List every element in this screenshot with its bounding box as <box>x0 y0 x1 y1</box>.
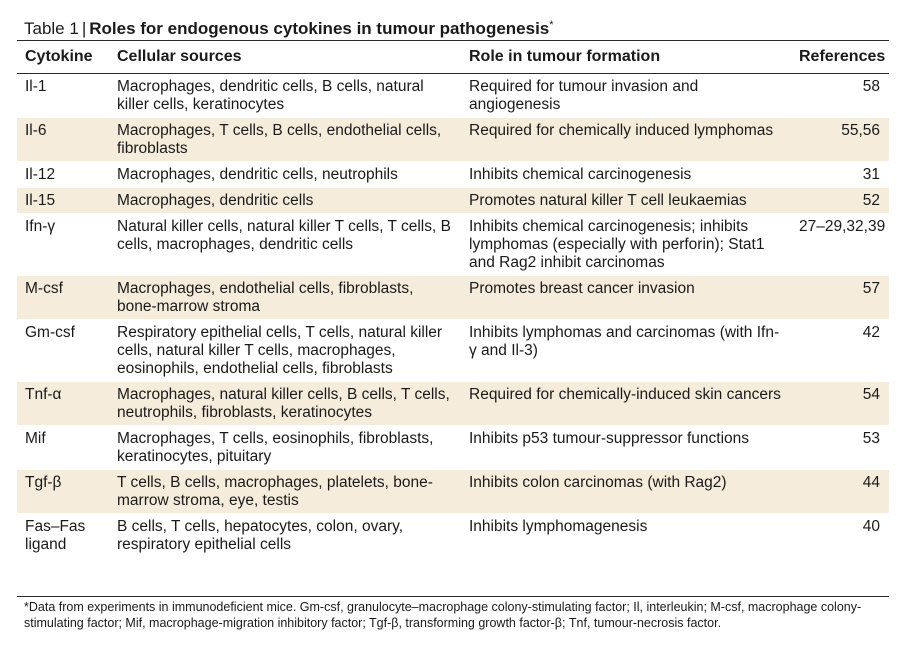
cell-role: Required for chemically induced lymphoma… <box>461 117 791 162</box>
cell-references: 54 <box>791 381 889 426</box>
cell-role: Required for chemically-induced skin can… <box>461 381 791 426</box>
cell-references: 55,56 <box>791 117 889 162</box>
cytokine-table: Cytokine Cellular sources Role in tumour… <box>17 41 889 557</box>
table-header-row: Cytokine Cellular sources Role in tumour… <box>17 41 889 74</box>
cell-role: Inhibits colon carcinomas (with Rag2) <box>461 469 791 514</box>
cell-cellular-sources: B cells, T cells, hepatocytes, colon, ov… <box>109 513 461 557</box>
table-caption: Table 1 | Roles for endogenous cytokines i… <box>24 14 554 40</box>
cell-role: Required for tumour invasion and angioge… <box>461 73 791 118</box>
cell-role: Promotes breast cancer invasion <box>461 275 791 320</box>
cell-cellular-sources: Respiratory epithelial cells, T cells, n… <box>109 319 461 382</box>
top-rule <box>17 40 889 41</box>
table-row: Tnf-α Macrophages, natural killer cells, … <box>17 381 889 426</box>
table-row: Ifn-γ Natural killer cells, natural kille… <box>17 213 889 276</box>
table-row: Il-1 Macrophages, dendritic cells, B cell… <box>17 73 889 118</box>
cell-references: 52 <box>791 187 889 214</box>
bottom-rule <box>17 596 889 597</box>
cell-cytokine: Il-6 <box>17 117 109 162</box>
cell-role: Promotes natural killer T cell leukaemia… <box>461 187 791 214</box>
cell-cytokine: Tnf-α <box>17 381 109 426</box>
table-row: Tgf-β T cells, B cells, macrophages, plat… <box>17 469 889 514</box>
caption-separator: | <box>81 19 87 38</box>
cell-role: Inhibits lymphomagenesis <box>461 513 791 557</box>
cell-cytokine: Ifn-γ <box>17 213 109 276</box>
cell-references: 42 <box>791 319 889 382</box>
table-row: Il-15 Macrophages, dendritic cells Promote… <box>17 187 889 214</box>
cell-references: 40 <box>791 513 889 557</box>
table-row: Il-12 Macrophages, dendritic cells, neutr… <box>17 161 889 188</box>
cell-cellular-sources: Macrophages, dendritic cells <box>109 187 461 214</box>
cell-cytokine: Il-1 <box>17 73 109 118</box>
table-body: Il-1 Macrophages, dendritic cells, B cell… <box>17 73 889 557</box>
column-header-sources: Cellular sources <box>109 41 461 74</box>
cell-role: Inhibits p53 tumour-suppressor functions <box>461 425 791 470</box>
table-row: Mif Macrophages, T cells, eosinophils, fi… <box>17 425 889 470</box>
cell-references: 53 <box>791 425 889 470</box>
cell-cytokine: M-csf <box>17 275 109 320</box>
table-footnote: *Data from experiments in immunodeficien… <box>24 600 862 630</box>
cell-cellular-sources: Natural killer cells, natural killer T c… <box>109 213 461 276</box>
cell-references: 27–29,32,39 <box>791 213 889 276</box>
table-row: Gm-csf Respiratory epithelial cells, T ce… <box>17 319 889 382</box>
table-label: Table 1 <box>24 19 79 38</box>
cell-cellular-sources: Macrophages, endothelial cells, fibrobla… <box>109 275 461 320</box>
cell-references: 58 <box>791 73 889 118</box>
cell-role: Inhibits chemical carcinogenesis <box>461 161 791 188</box>
cell-role: Inhibits chemical carcinogenesis; inhibi… <box>461 213 791 276</box>
cell-cellular-sources: Macrophages, dendritic cells, B cells, n… <box>109 73 461 118</box>
table-row: Fas–Fas ligand B cells, T cells, hepatocy… <box>17 513 889 557</box>
table-title: Roles for endogenous cytokines in tumour… <box>89 19 550 38</box>
cell-references: 31 <box>791 161 889 188</box>
cell-cellular-sources: T cells, B cells, macrophages, platelets… <box>109 469 461 514</box>
cell-cellular-sources: Macrophages, T cells, eosinophils, fibro… <box>109 425 461 470</box>
column-header-role: Role in tumour formation <box>461 41 791 74</box>
table-row: M-csf Macrophages, endothelial cells, fib… <box>17 275 889 320</box>
cell-cytokine: Il-15 <box>17 187 109 214</box>
cell-cytokine: Mif <box>17 425 109 470</box>
cell-cytokine: Gm-csf <box>17 319 109 382</box>
cell-cytokine: Il-12 <box>17 161 109 188</box>
cell-cytokine: Tgf-β <box>17 469 109 514</box>
cell-cellular-sources: Macrophages, natural killer cells, B cel… <box>109 381 461 426</box>
caption-footnote-marker: * <box>549 19 554 31</box>
cell-references: 44 <box>791 469 889 514</box>
cell-cellular-sources: Macrophages, T cells, B cells, endotheli… <box>109 117 461 162</box>
cell-cytokine: Fas–Fas ligand <box>17 513 109 557</box>
column-header-cytokine: Cytokine <box>17 41 109 74</box>
cell-references: 57 <box>791 275 889 320</box>
table-row: Il-6 Macrophages, T cells, B cells, endot… <box>17 117 889 162</box>
cell-cellular-sources: Macrophages, dendritic cells, neutrophil… <box>109 161 461 188</box>
cell-role: Inhibits lymphomas and carcinomas (with … <box>461 319 791 382</box>
column-header-references: References <box>791 41 889 74</box>
